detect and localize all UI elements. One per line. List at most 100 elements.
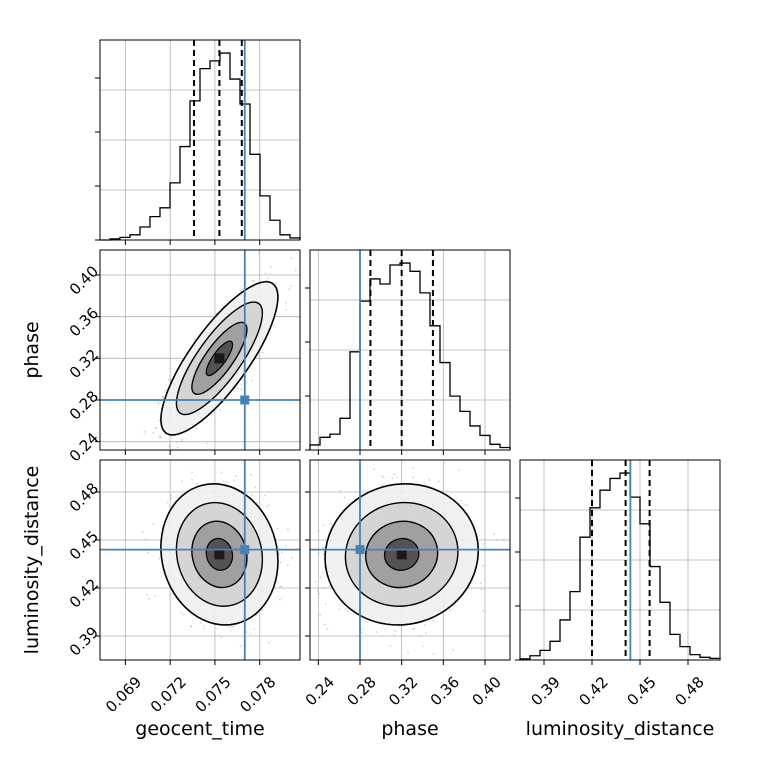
sample-point [268, 504, 270, 507]
sample-point [343, 496, 346, 499]
sample-point [190, 626, 193, 628]
sample-point [206, 442, 209, 445]
x-tick-label: 0.28 [343, 673, 379, 709]
sample-point [423, 624, 426, 626]
sample-point [190, 625, 193, 627]
density-peak [214, 549, 225, 560]
y-tick-label: 0.32 [66, 346, 102, 382]
sample-point [323, 623, 326, 626]
sample-point [170, 494, 173, 497]
sample-point [466, 504, 469, 507]
panel-frame [519, 459, 721, 661]
sample-point [240, 388, 243, 391]
sample-point [146, 593, 149, 596]
sample-point [168, 378, 171, 381]
sample-point [432, 653, 435, 655]
sample-point [345, 608, 347, 610]
density-peak [396, 549, 407, 560]
sample-point [457, 469, 460, 472]
sample-point [253, 628, 256, 631]
x-tick-label: 0.072 [147, 673, 190, 716]
x-tick-label: 0.075 [192, 673, 235, 716]
sample-point [157, 402, 160, 405]
sample-point [235, 475, 237, 478]
x-tick-label: 0.45 [623, 673, 659, 709]
sample-point [143, 431, 146, 433]
sample-point [347, 610, 350, 613]
sample-point [277, 581, 279, 584]
truth-marker [240, 545, 250, 555]
sample-point [288, 288, 290, 290]
sample-point [496, 538, 498, 541]
sample-point [191, 479, 193, 481]
sample-point [170, 497, 172, 499]
sample-point [250, 473, 252, 476]
x-axis-label-geocent_time: geocent_time [135, 718, 264, 740]
sample-point [290, 285, 292, 287]
sample-point [480, 588, 483, 591]
sample-point [220, 636, 223, 639]
x-tick-label: 0.32 [385, 673, 421, 709]
y-axis-label-phase: phase [21, 321, 43, 378]
sample-point [245, 631, 248, 633]
sample-point [413, 627, 416, 630]
sample-point [322, 524, 325, 526]
scatter-panel-phase-vs-luminosity_distance [305, 459, 511, 665]
sample-point [144, 538, 147, 541]
sample-point [141, 530, 144, 533]
sample-point [280, 585, 283, 587]
sample-point [372, 468, 375, 471]
sample-point [280, 551, 283, 554]
sample-point [423, 481, 425, 484]
sample-point [158, 557, 161, 560]
sample-point [452, 649, 455, 652]
sample-point [391, 477, 394, 480]
sample-point [365, 620, 368, 623]
sample-point [407, 651, 409, 654]
sample-point [482, 564, 484, 567]
sample-point [155, 427, 158, 429]
panel-frame [99, 249, 301, 451]
sample-point [240, 383, 243, 386]
histogram-step-phase [309, 262, 511, 450]
sample-point [176, 441, 179, 443]
y-tick-label: 0.40 [66, 262, 102, 298]
sample-point [273, 324, 275, 326]
sample-point [163, 389, 166, 392]
sample-point [393, 634, 396, 637]
sample-point [356, 635, 359, 637]
y-tick-label: 0.39 [66, 623, 102, 659]
sample-point [482, 609, 484, 612]
sample-point [258, 251, 260, 254]
y-tick-label: 0.45 [66, 527, 102, 563]
sample-point [268, 642, 270, 644]
sample-point [317, 530, 320, 532]
sample-point [338, 608, 341, 611]
sample-point [265, 505, 268, 508]
sample-point [162, 397, 165, 400]
histogram-step-luminosity_distance [519, 472, 721, 660]
histogram-step-geocent_time [100, 52, 301, 241]
sample-point [169, 594, 172, 596]
sample-point [251, 494, 253, 496]
sample-point [437, 480, 440, 483]
sample-point [220, 471, 223, 474]
histogram-panel-phase [305, 249, 511, 455]
sample-point [433, 620, 435, 623]
x-tick-label: 0.078 [236, 673, 279, 716]
sample-point [232, 625, 235, 628]
y-tick-label: 0.24 [66, 429, 102, 465]
sample-point [322, 553, 325, 556]
sample-point [231, 625, 233, 628]
sample-point [154, 595, 157, 598]
sample-point [202, 420, 204, 423]
sample-point [493, 533, 495, 536]
sample-point [375, 631, 378, 633]
y-tick-label: 0.42 [66, 575, 102, 611]
sample-point [180, 611, 183, 614]
sample-point [166, 501, 169, 504]
sample-point [251, 379, 253, 382]
sample-point [264, 494, 267, 497]
x-tick-label: 0.42 [575, 673, 611, 709]
truth-marker [355, 545, 365, 555]
